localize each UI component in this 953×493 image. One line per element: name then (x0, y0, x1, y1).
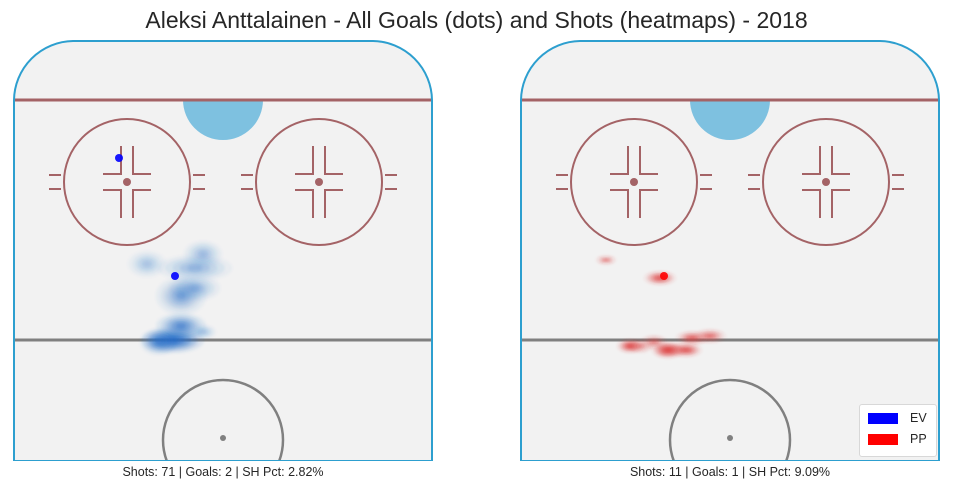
rink-boards (13, 40, 433, 461)
legend-label-ev: EV (910, 411, 927, 425)
legend-swatch-ev (868, 413, 898, 424)
chart-title: Aleksi Anttalainen - All Goals (dots) an… (145, 7, 808, 33)
shot-density-blob-5 (187, 265, 203, 271)
ev-rink-chart (13, 40, 433, 461)
shot-density-blob-7 (143, 261, 151, 267)
shot-density-blob-6 (184, 241, 222, 267)
ice-surface (14, 41, 432, 461)
shot-density-blob-6 (627, 339, 653, 353)
ev-stats-caption: Shots: 71 | Goals: 2 | SH Pct: 2.82% (122, 465, 324, 479)
faceoff-l-mark (802, 146, 821, 175)
ice-surface (521, 41, 939, 461)
faceoff-l-mark (639, 146, 658, 175)
faceoff-l-mark (324, 189, 343, 218)
faceoff-l-mark (831, 189, 850, 218)
faceoff-l-mark (802, 189, 821, 218)
shot-density-blob-2 (682, 348, 690, 352)
legend-swatch-pp (868, 434, 898, 445)
shot-density-blob-2 (155, 339, 163, 345)
rink-markings (521, 98, 939, 461)
shot-density-blob-7 (128, 251, 166, 277)
shot-heatmap (128, 241, 232, 355)
faceoff-circle-left (63, 118, 191, 246)
faceoff-l-mark (610, 189, 629, 218)
faceoff-circle-right (255, 118, 383, 246)
faceoff-l-mark (610, 146, 629, 175)
pp-rink-chart (520, 40, 940, 461)
shot-density-blob-7 (706, 334, 714, 338)
faceoff-l-mark (132, 189, 151, 218)
faceoff-dot-right (315, 178, 323, 186)
shot-density-blob-4 (189, 285, 201, 291)
shot-density-blob-6 (637, 344, 643, 348)
center-dot (220, 435, 226, 441)
faceoff-dot-left (123, 178, 131, 186)
center-circle (161, 378, 285, 461)
legend-label-pp: PP (910, 432, 927, 446)
faceoff-l-mark (132, 146, 151, 175)
goal-dot-0 (660, 272, 668, 280)
center-dot (727, 435, 733, 441)
faceoff-l-mark (639, 189, 658, 218)
faceoff-l-mark (831, 146, 850, 175)
rink-boards (520, 40, 940, 461)
shot-density-blob-0 (664, 348, 672, 352)
goal-crease (690, 100, 770, 140)
shot-density-blob-1 (175, 323, 187, 329)
shot-density-blob-1 (651, 340, 657, 344)
shot-density-blob-6 (199, 251, 207, 257)
faceoff-l-mark (324, 146, 343, 175)
faceoff-l-mark (295, 146, 314, 175)
goal-crease (183, 100, 263, 140)
shot-heatmap (596, 256, 726, 358)
faceoff-circle-right (762, 118, 890, 246)
shot-density-blob-8 (603, 258, 609, 262)
rink-markings (14, 98, 432, 461)
pp-stats-caption: Shots: 11 | Goals: 1 | SH Pct: 9.09% (629, 465, 831, 479)
faceoff-circle-left (570, 118, 698, 246)
faceoff-dot-right (822, 178, 830, 186)
goal-dot-0 (115, 154, 123, 162)
faceoff-dot-left (630, 178, 638, 186)
faceoff-l-mark (295, 189, 314, 218)
legend: EV PP (859, 404, 937, 457)
shot-density-blob-8 (190, 325, 216, 339)
shot-density-blob-8 (200, 330, 206, 334)
faceoff-l-mark (103, 189, 122, 218)
shot-density-blob-5 (688, 336, 696, 340)
center-circle (668, 378, 792, 461)
goal-dot-1 (171, 272, 179, 280)
